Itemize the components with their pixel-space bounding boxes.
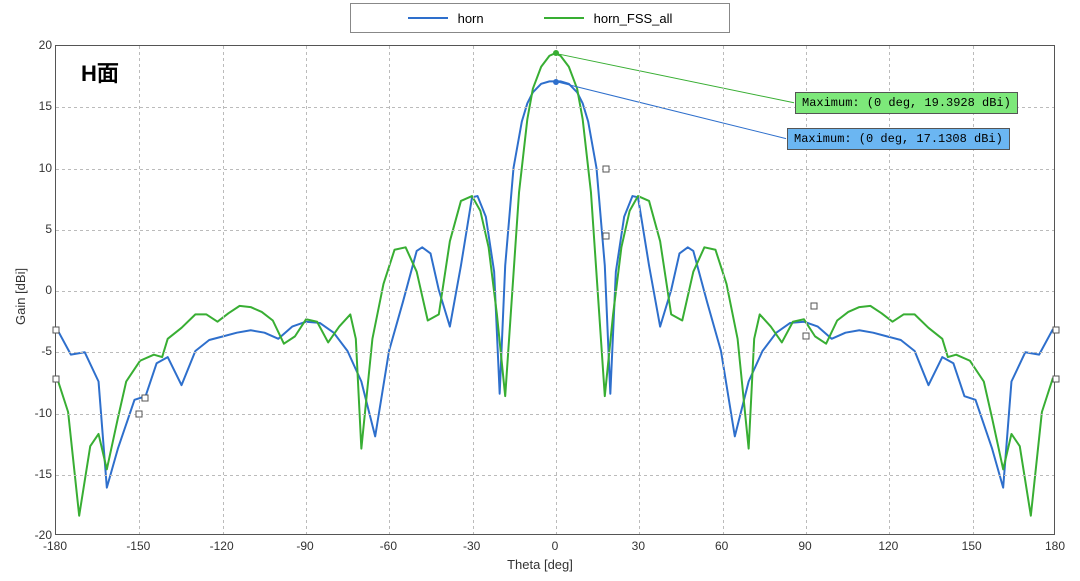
x-tick-label: -150 [126, 539, 150, 553]
data-marker [803, 333, 810, 340]
chart-title: H面 [81, 56, 119, 88]
x-tick-label: 90 [798, 539, 811, 553]
data-marker [603, 232, 610, 239]
annotation-leader-line [555, 53, 794, 102]
data-marker [1053, 376, 1060, 383]
grid-line-vertical [973, 46, 974, 534]
legend-item-horn: horn [408, 11, 484, 26]
y-tick-label: -5 [28, 344, 52, 358]
grid-line-vertical [139, 46, 140, 534]
data-marker [603, 165, 610, 172]
grid-line-horizontal [56, 291, 1054, 292]
grid-line-horizontal [56, 352, 1054, 353]
grid-line-vertical [723, 46, 724, 534]
grid-line-vertical [223, 46, 224, 534]
grid-line-horizontal [56, 169, 1054, 170]
data-marker [1053, 327, 1060, 334]
legend-swatch-horn-fss [544, 17, 584, 19]
grid-line-horizontal [56, 230, 1054, 231]
grid-line-vertical [473, 46, 474, 534]
x-tick-label: 150 [962, 539, 982, 553]
legend: horn horn_FSS_all [350, 3, 730, 33]
annotation-box: Maximum: (0 deg, 17.1308 dBi) [787, 128, 1010, 150]
x-tick-label: 60 [715, 539, 728, 553]
y-tick-label: -20 [28, 528, 52, 542]
y-tick-label: 20 [28, 38, 52, 52]
grid-line-horizontal [56, 475, 1054, 476]
series-line-horn-fss [57, 53, 1053, 515]
legend-swatch-horn [408, 17, 448, 19]
data-marker [141, 394, 148, 401]
legend-label-horn-fss: horn_FSS_all [594, 11, 673, 26]
y-tick-label: 0 [28, 283, 52, 297]
peak-marker [553, 50, 559, 56]
x-tick-label: 120 [878, 539, 898, 553]
chart-container: H面 Gain [dBi] Theta [deg] -180-150-120-9… [0, 35, 1080, 581]
x-tick-label: -60 [380, 539, 397, 553]
y-tick-label: 10 [28, 161, 52, 175]
x-tick-label: 30 [632, 539, 645, 553]
data-marker [136, 410, 143, 417]
legend-label-horn: horn [458, 11, 484, 26]
legend-item-horn-fss: horn_FSS_all [544, 11, 673, 26]
data-marker [53, 327, 60, 334]
x-tick-label: 0 [552, 539, 559, 553]
y-tick-label: -15 [28, 467, 52, 481]
data-marker [53, 376, 60, 383]
y-axis-label: Gain [dBi] [13, 268, 28, 325]
peak-marker [553, 79, 559, 85]
grid-line-vertical [389, 46, 390, 534]
grid-line-vertical [639, 46, 640, 534]
grid-line-vertical [889, 46, 890, 534]
data-lines-svg [56, 46, 1054, 534]
annotation-box: Maximum: (0 deg, 19.3928 dBi) [795, 92, 1018, 114]
plot-area: H面 [55, 45, 1055, 535]
x-tick-label: -120 [210, 539, 234, 553]
grid-line-vertical [556, 46, 557, 534]
x-tick-label: -30 [463, 539, 480, 553]
x-axis-label: Theta [deg] [507, 557, 573, 572]
y-tick-label: -10 [28, 406, 52, 420]
y-tick-label: 15 [28, 99, 52, 113]
x-tick-label: 180 [1045, 539, 1065, 553]
x-tick-label: -90 [296, 539, 313, 553]
grid-line-vertical [806, 46, 807, 534]
y-tick-label: 5 [28, 222, 52, 236]
data-marker [811, 302, 818, 309]
grid-line-vertical [306, 46, 307, 534]
grid-line-horizontal [56, 414, 1054, 415]
